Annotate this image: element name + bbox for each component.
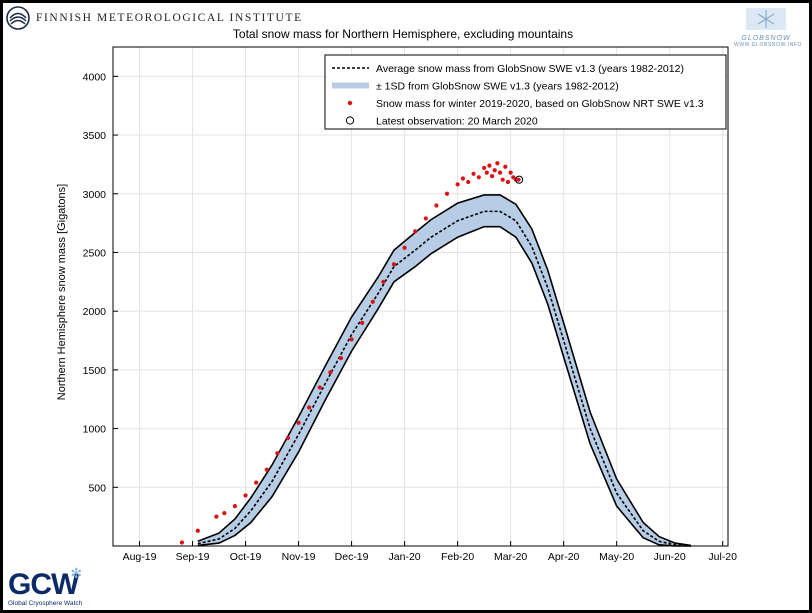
observed-point: [503, 164, 508, 169]
legend-entry: ± 1SD from GlobSnow SWE v1.3 (years 1982…: [376, 81, 619, 93]
observed-point: [360, 320, 365, 326]
x-tick-label: Aug-19: [123, 551, 157, 563]
legend-entry: Average snow mass from GlobSnow SWE v1.3…: [376, 63, 684, 75]
y-tick-label: 1500: [83, 365, 107, 377]
observed-point: [500, 177, 505, 182]
observed-point: [444, 191, 450, 196]
observed-point: [349, 337, 354, 342]
observed-point: [254, 480, 259, 485]
observed-point: [508, 170, 513, 175]
legend-entry: Snow mass for winter 2019-2020, based on…: [376, 98, 704, 110]
observed-point: [489, 174, 495, 179]
x-tick-label: Dec-19: [335, 551, 369, 563]
y-tick-label: 2500: [83, 247, 107, 259]
observed-point: [296, 420, 301, 425]
globsnow-logo: GLOBSNOW WWW.GLOBSNOW.INFO: [734, 8, 802, 48]
legend-swatch-observed: [347, 100, 353, 106]
plot-background: [113, 47, 728, 546]
observed-point: [471, 171, 476, 176]
x-tick-label: Apr-20: [548, 551, 580, 563]
observed-point: [476, 175, 481, 180]
institute-name: Finnish Meteorological Institute: [36, 12, 303, 24]
sd-band: [197, 194, 691, 546]
globsnow-name: GLOBSNOW: [741, 35, 791, 42]
sd-upper-line: [197, 194, 692, 547]
gcw-logo: GCW ✻ Global Cryosphere Watch: [8, 565, 82, 607]
observed-point: [338, 356, 344, 361]
observed-point: [434, 203, 439, 208]
observed-point: [275, 451, 280, 456]
observed-point: [482, 165, 487, 171]
observed-point: [455, 182, 460, 187]
observed-point: [317, 385, 322, 390]
y-tick-label: 3500: [83, 130, 107, 142]
legend-entry: Latest observation: 20 March 2020: [376, 116, 538, 128]
observed-point: [487, 163, 492, 168]
x-tick-label: May-20: [599, 551, 634, 563]
observed-point: [492, 168, 497, 173]
observed-point: [381, 279, 386, 284]
legend-swatch-band: [332, 82, 369, 89]
observed-point: [466, 179, 471, 185]
x-tick-label: Feb-20: [441, 551, 474, 563]
snowflake-icon: [746, 8, 786, 30]
y-tick-label: 4000: [83, 71, 107, 83]
observed-point: [497, 170, 503, 175]
gcw-letters: GCW: [8, 568, 79, 601]
x-tick-label: Jul-20: [708, 551, 737, 563]
observed-point: [423, 216, 428, 221]
legend-box: [324, 54, 727, 130]
observed-point: [391, 262, 397, 267]
observed-point: [232, 503, 238, 509]
x-tick-label: Nov-19: [282, 551, 316, 563]
fmi-emblem-icon: [6, 6, 30, 30]
observed-point: [495, 161, 500, 166]
globsnow-url: WWW.GLOBSNOW.INFO: [734, 42, 802, 48]
observed-point: [484, 170, 489, 175]
y-tick-label: 2000: [83, 306, 107, 318]
x-tick-label: Mar-20: [494, 551, 527, 563]
x-tick-label: Sep-19: [176, 551, 210, 563]
latest-observation-marker: [515, 175, 524, 184]
observed-point: [460, 176, 466, 181]
fmi-logo: Finnish Meteorological Institute: [6, 6, 303, 30]
observed-point: [505, 179, 511, 185]
observed-point: [402, 245, 407, 250]
y-tick-label: 1000: [83, 424, 107, 436]
gcw-subtitle: Global Cryosphere Watch: [8, 600, 83, 607]
sd-lower-line: [197, 225, 691, 547]
observed-point: [328, 370, 333, 375]
snowflake-icon: ✻: [70, 565, 83, 581]
chart-title: Total snow mass for Northern Hemisphere,…: [232, 27, 574, 41]
observed-point: [214, 514, 219, 519]
mean-line: [197, 210, 691, 547]
observed-point: [285, 435, 291, 441]
axes-box: [112, 46, 729, 547]
observed-point: [264, 467, 269, 472]
y-tick-label: 500: [88, 482, 106, 494]
observed-point: [222, 511, 227, 516]
y-tick-label: 3000: [83, 189, 107, 201]
observed-point: [307, 405, 312, 410]
observed-point: [179, 540, 185, 545]
observed-point: [243, 493, 248, 498]
x-tick-label: Oct-19: [230, 551, 262, 563]
legend-swatch-latest: [345, 116, 355, 125]
x-tick-label: Jun-20: [654, 551, 686, 563]
observed-point: [516, 177, 521, 182]
observed-point: [413, 229, 418, 234]
x-tick-label: Jan-20: [389, 551, 421, 563]
observed-point: [370, 299, 375, 304]
observed-point: [195, 528, 200, 533]
